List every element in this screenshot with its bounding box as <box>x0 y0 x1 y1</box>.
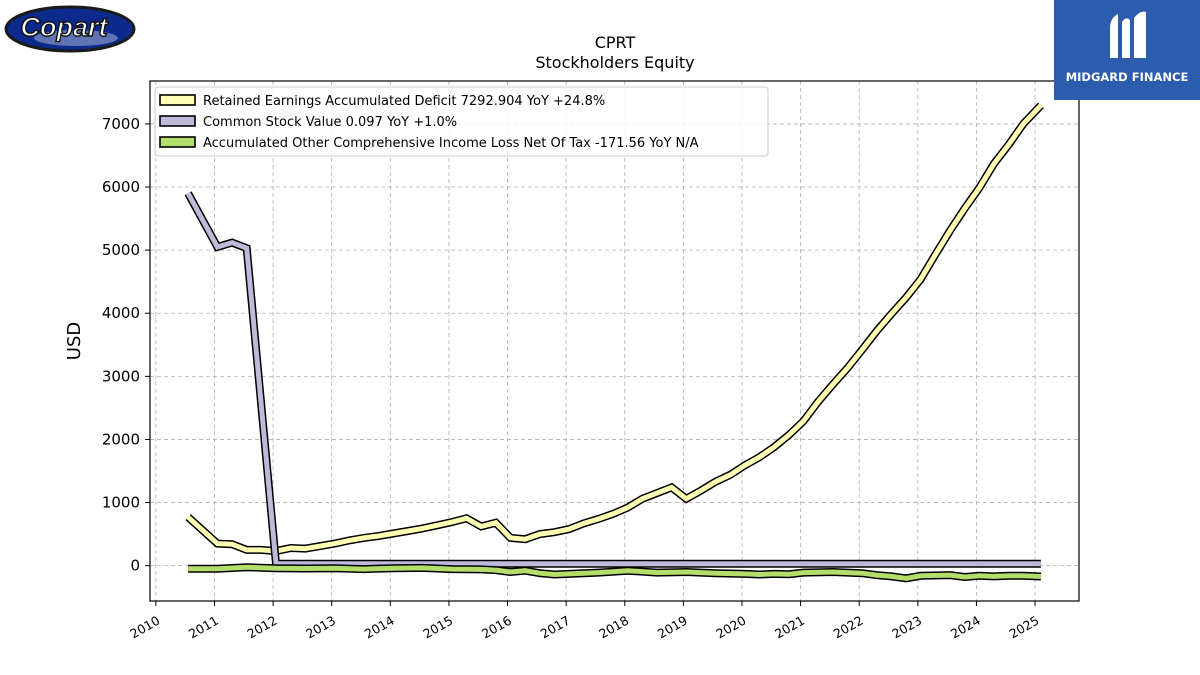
y-tick-label: 7000 <box>102 115 140 133</box>
x-tick-label: 2010 <box>127 613 162 642</box>
x-axis-ticks: 2010 2011 2012 2013 2014 2015 2016 2017 2018 2019… <box>127 601 1042 642</box>
legend-label: Common Stock Value 0.097 YoY +1.0% <box>203 115 457 130</box>
y-tick-label: 4000 <box>102 304 140 322</box>
y-tick-label: 6000 <box>102 178 140 196</box>
x-tick-label: 2011 <box>186 613 221 642</box>
x-tick-label: 2016 <box>479 613 514 642</box>
legend-swatch <box>159 136 196 148</box>
y-axis-ticks: 0 1000 2000 3000 4000 5000 6000 7000 <box>102 115 150 575</box>
x-tick-label: 2012 <box>245 613 280 642</box>
series-lines <box>184 102 1044 583</box>
copart-logo: Copart <box>4 4 136 54</box>
series-line-1 <box>185 102 1044 556</box>
y-axis-label: USD <box>64 322 85 360</box>
x-tick-label: 2022 <box>831 613 866 642</box>
y-tick-label: 2000 <box>102 430 140 448</box>
x-tick-label: 2013 <box>303 613 338 642</box>
y-tick-label: 5000 <box>102 241 140 259</box>
series-line-stroke <box>185 192 1041 567</box>
series-line-stroke <box>186 103 1043 554</box>
x-tick-label: 2018 <box>596 613 631 642</box>
legend-item: Accumulated Other Comprehensive Income L… <box>159 136 699 151</box>
series-line-3 <box>188 563 1042 583</box>
x-tick-label: 2023 <box>889 613 924 642</box>
x-tick-label: 2024 <box>948 613 983 642</box>
y-tick-label: 3000 <box>102 367 140 385</box>
midgard-finance-text: MIDGARD FINANCE <box>1065 70 1189 84</box>
x-tick-label: 2017 <box>538 613 573 642</box>
x-tick-label: 2025 <box>1006 613 1041 642</box>
legend-label: Accumulated Other Comprehensive Income L… <box>203 136 699 151</box>
x-tick-label: 2021 <box>772 613 807 642</box>
plot-frame <box>149 80 1080 602</box>
series-line-2 <box>184 191 1041 568</box>
legend-item: Retained Earnings Accumulated Deficit 72… <box>159 94 605 109</box>
legend-box <box>154 86 769 157</box>
legend-item: Common Stock Value 0.097 YoY +1.0% <box>159 115 457 130</box>
x-tick-label: 2014 <box>362 613 397 642</box>
series-line-outline <box>184 191 1041 568</box>
grid-lines <box>150 81 1079 601</box>
legend-swatch <box>159 94 196 106</box>
series-line-outline <box>185 102 1044 556</box>
midgard-finance-logo: MIDGARD FINANCE <box>1054 0 1200 100</box>
y-tick-label: 0 <box>130 557 140 575</box>
midgard-finance-emblem-icon <box>1110 11 1146 59</box>
chart-title: CPRT <box>595 33 636 52</box>
legend-swatch <box>159 115 196 127</box>
x-tick-label: 2020 <box>713 613 748 642</box>
copart-logo-text: Copart <box>21 12 109 42</box>
legend: Retained Earnings Accumulated Deficit 72… <box>154 86 769 157</box>
chart-subtitle: Stockholders Equity <box>535 53 694 72</box>
x-tick-label: 2019 <box>655 613 690 642</box>
x-tick-label: 2015 <box>420 613 455 642</box>
series-line-stroke <box>188 564 1041 581</box>
legend-label: Retained Earnings Accumulated Deficit 72… <box>203 94 605 109</box>
y-tick-label: 1000 <box>102 494 140 512</box>
